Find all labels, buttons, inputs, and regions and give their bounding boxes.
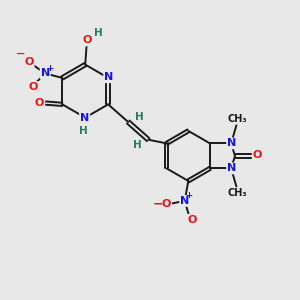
Text: O: O	[162, 200, 171, 209]
Text: O: O	[24, 57, 34, 67]
Text: N: N	[40, 68, 50, 78]
Text: N: N	[227, 164, 236, 173]
Text: +: +	[185, 191, 192, 200]
Text: O: O	[82, 35, 92, 46]
Text: N: N	[180, 196, 189, 206]
Text: H: H	[133, 140, 141, 150]
Text: O: O	[35, 98, 44, 108]
Text: CH₃: CH₃	[227, 114, 247, 124]
Text: N: N	[227, 138, 236, 148]
Text: −: −	[152, 198, 163, 211]
Text: N: N	[104, 72, 113, 82]
Text: O: O	[253, 150, 262, 160]
Text: −: −	[16, 48, 26, 59]
Text: H: H	[135, 112, 144, 122]
Text: H: H	[80, 126, 88, 136]
Text: +: +	[46, 64, 53, 73]
Text: O: O	[29, 82, 38, 92]
Text: N: N	[80, 112, 89, 123]
Text: O: O	[188, 215, 197, 225]
Text: CH₃: CH₃	[227, 188, 247, 198]
Text: H: H	[94, 28, 102, 38]
